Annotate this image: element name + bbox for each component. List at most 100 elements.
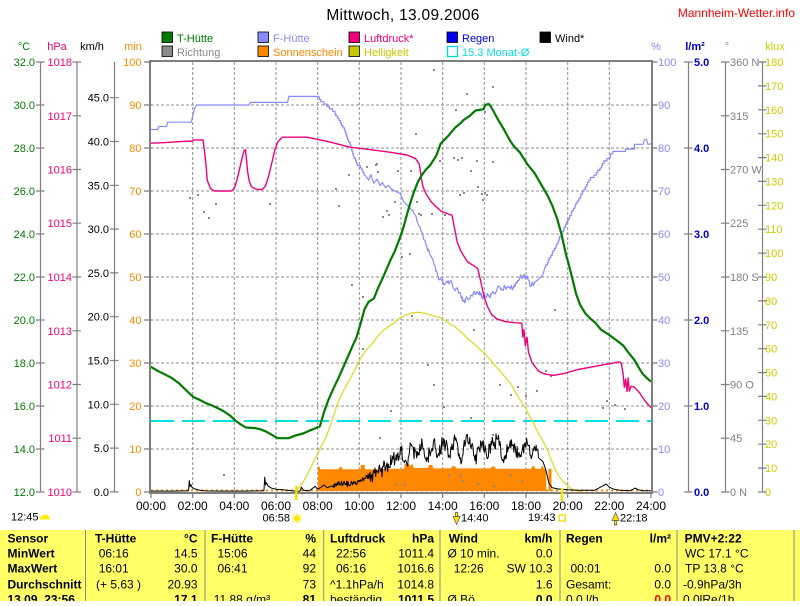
- svg-text:50: 50: [765, 368, 777, 380]
- svg-text:1017: 1017: [48, 111, 72, 123]
- svg-text:0.0: 0.0: [536, 593, 553, 602]
- svg-text:60: 60: [765, 344, 777, 356]
- svg-text:44: 44: [303, 547, 317, 561]
- svg-text:Mittwoch, 13.09.2006: Mittwoch, 13.09.2006: [326, 7, 479, 24]
- svg-text:30: 30: [129, 358, 141, 370]
- svg-text:92: 92: [303, 562, 317, 576]
- svg-text:1010: 1010: [48, 487, 72, 499]
- svg-text:l/m²: l/m²: [650, 532, 671, 546]
- svg-text:1012: 1012: [48, 380, 72, 392]
- svg-text:60: 60: [129, 229, 141, 241]
- svg-text:225: 225: [730, 218, 748, 230]
- svg-text:0.0 l/h: 0.0 l/h: [566, 593, 599, 602]
- svg-text:00:01: 00:01: [571, 562, 601, 576]
- svg-text:hPa: hPa: [47, 41, 67, 53]
- svg-text:20.0: 20.0: [14, 315, 35, 327]
- svg-text:14.5: 14.5: [174, 547, 198, 561]
- svg-text:20.0: 20.0: [88, 312, 109, 324]
- svg-text:Ø Bö: Ø Bö: [448, 593, 476, 602]
- svg-text:110: 110: [765, 224, 783, 236]
- svg-text:22:56: 22:56: [336, 547, 366, 561]
- svg-text:Gesamt:: Gesamt:: [566, 578, 611, 592]
- svg-text:06:41: 06:41: [218, 562, 248, 576]
- svg-text:30: 30: [765, 415, 777, 427]
- svg-text:22.0: 22.0: [14, 272, 35, 284]
- svg-text:100: 100: [658, 57, 676, 69]
- svg-text:0.0lRe/1h: 0.0lRe/1h: [683, 593, 734, 602]
- svg-text:Luftdruck*: Luftdruck*: [364, 33, 414, 45]
- svg-text:10.0: 10.0: [88, 399, 109, 411]
- svg-text:MaxWert: MaxWert: [8, 562, 58, 576]
- svg-text:22:18: 22:18: [620, 513, 648, 525]
- svg-text:MinWert: MinWert: [8, 547, 55, 561]
- svg-text:0.0: 0.0: [94, 487, 109, 499]
- svg-text:T-Hütte: T-Hütte: [177, 33, 213, 45]
- svg-text:22:00: 22:00: [594, 499, 624, 513]
- svg-text:Mannheim-Wetter.info: Mannheim-Wetter.info: [678, 6, 795, 20]
- svg-text:11.88 g/m³: 11.88 g/m³: [214, 593, 270, 602]
- svg-text:5.0: 5.0: [94, 443, 109, 455]
- svg-text:4.0: 4.0: [694, 143, 709, 155]
- svg-text:70: 70: [129, 186, 141, 198]
- svg-text:13.09. 23:56: 13.09. 23:56: [8, 593, 76, 602]
- svg-text:Regen: Regen: [462, 33, 494, 45]
- svg-text:10: 10: [129, 444, 141, 456]
- svg-text:°C: °C: [18, 41, 30, 53]
- svg-text:100: 100: [765, 248, 783, 260]
- svg-text:10: 10: [658, 444, 670, 456]
- svg-text:T-Hütte: T-Hütte: [95, 532, 137, 546]
- svg-text:16:00: 16:00: [469, 499, 499, 513]
- svg-text:73: 73: [303, 578, 317, 592]
- svg-text:18.0: 18.0: [14, 358, 35, 370]
- svg-text:45: 45: [730, 433, 742, 445]
- svg-text:06:16: 06:16: [336, 562, 366, 576]
- svg-text:l/m²: l/m²: [685, 41, 705, 53]
- svg-text:0.0: 0.0: [654, 562, 671, 576]
- svg-text:15.3 Monat-Ø: 15.3 Monat-Ø: [462, 47, 530, 59]
- svg-text:80: 80: [765, 296, 777, 308]
- svg-text:1011.5: 1011.5: [398, 593, 434, 602]
- svg-text:1016.6: 1016.6: [397, 562, 434, 576]
- svg-text:Sensor: Sensor: [8, 532, 49, 546]
- svg-text:30: 30: [658, 358, 670, 370]
- svg-text:min: min: [124, 41, 142, 53]
- svg-text:180: 180: [765, 57, 783, 69]
- svg-text:1011.4: 1011.4: [398, 547, 434, 561]
- svg-text:1011: 1011: [48, 433, 72, 445]
- svg-text:130: 130: [765, 176, 783, 188]
- svg-text:beständig: beständig: [330, 593, 382, 602]
- svg-text:WC 17.1 °C: WC 17.1 °C: [685, 547, 749, 561]
- svg-text:5.0: 5.0: [694, 57, 709, 69]
- svg-text:06:00: 06:00: [261, 499, 291, 513]
- svg-text:0.0: 0.0: [654, 593, 671, 602]
- svg-text:180 S: 180 S: [730, 272, 759, 284]
- svg-text:100: 100: [123, 57, 141, 69]
- svg-text:15:06: 15:06: [218, 547, 248, 561]
- svg-text:30.0: 30.0: [14, 100, 35, 112]
- svg-text:12.0: 12.0: [14, 487, 35, 499]
- svg-text:12:00: 12:00: [386, 499, 416, 513]
- svg-text:1.0: 1.0: [694, 401, 709, 413]
- svg-text:50: 50: [129, 272, 141, 284]
- svg-text:170: 170: [765, 81, 783, 93]
- svg-text:Richtung: Richtung: [177, 47, 220, 59]
- svg-text:24.0: 24.0: [14, 229, 35, 241]
- svg-text:°C: °C: [184, 532, 198, 546]
- svg-text:SW 10.3: SW 10.3: [506, 562, 552, 576]
- svg-text:40: 40: [765, 391, 777, 403]
- svg-text:0.0: 0.0: [536, 547, 553, 561]
- svg-text:35.0: 35.0: [88, 180, 109, 192]
- svg-text:04:00: 04:00: [219, 499, 249, 513]
- svg-text:14:40: 14:40: [461, 513, 489, 525]
- svg-text:18:00: 18:00: [511, 499, 541, 513]
- svg-text:Ø 10 min.: Ø 10 min.: [448, 547, 500, 561]
- svg-text:km/h: km/h: [80, 41, 104, 53]
- svg-text:06:58: 06:58: [262, 513, 290, 525]
- svg-text:60: 60: [658, 229, 670, 241]
- svg-text:0: 0: [658, 487, 664, 499]
- svg-text:45.0: 45.0: [88, 93, 109, 105]
- svg-text:160: 160: [765, 105, 783, 117]
- svg-text:50: 50: [658, 272, 670, 284]
- svg-text:Durchschnitt: Durchschnitt: [8, 578, 82, 592]
- svg-text:16.0: 16.0: [14, 401, 35, 413]
